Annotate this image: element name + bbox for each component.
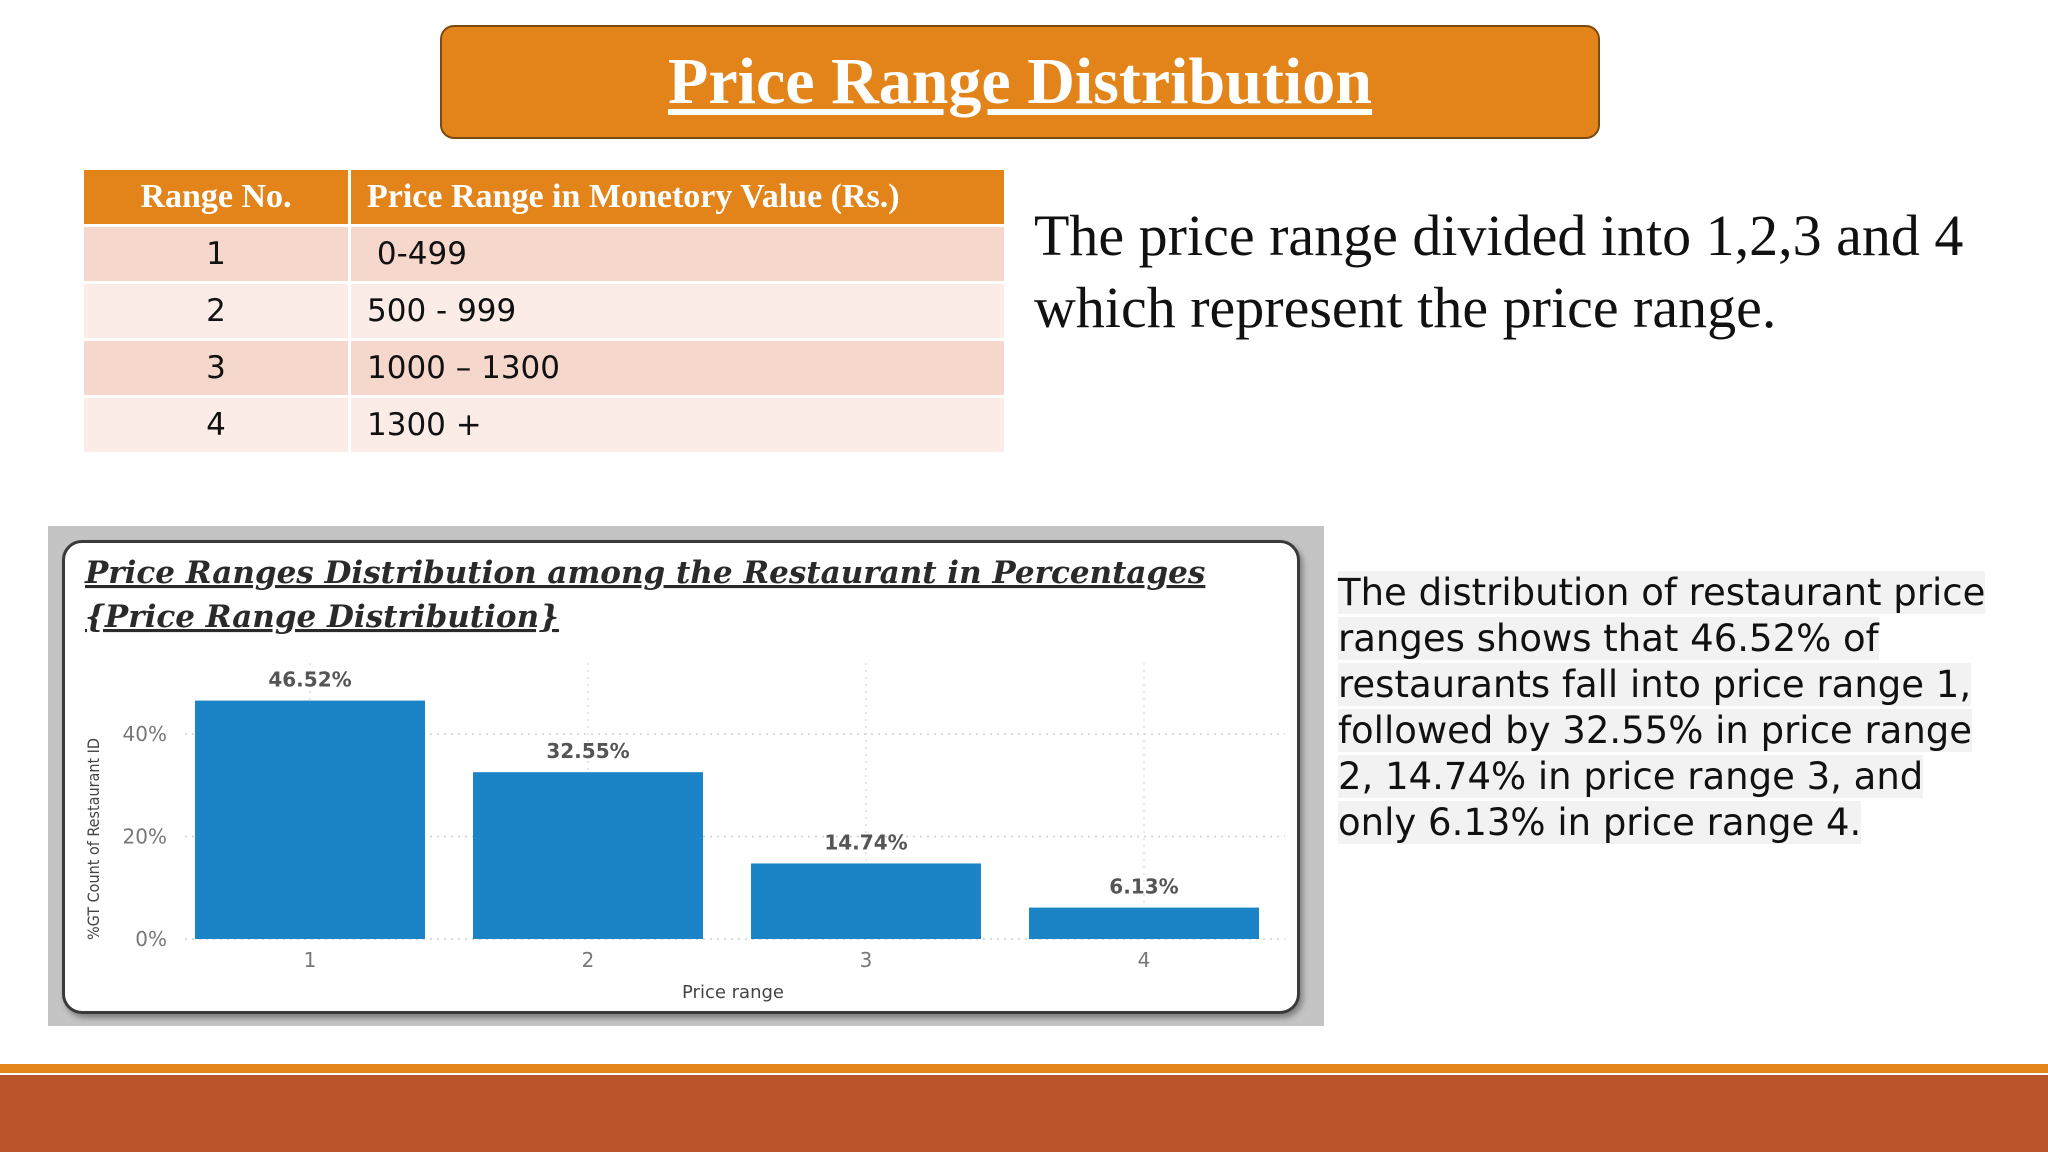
distribution-description-text: The distribution of restaurant price ran… [1338,571,1986,844]
price-range-cell: 1300 + [349,395,1007,452]
x-tick-label: 4 [1138,948,1151,972]
data-label: 6.13% [1109,875,1178,899]
y-tick-label: 0% [135,927,167,951]
x-tick-label: 1 [304,948,317,972]
table-header-row: Range No. Price Range in Monetory Value … [84,170,1007,226]
bar-chart: Price Ranges Distribution among the Rest… [84,555,1285,1003]
range-no-cell: 3 [84,338,351,397]
range-no-cell: 1 [84,224,351,283]
price-range-cell: 0-499 [349,224,1007,283]
title-banner: Price Range Distribution [440,25,1600,139]
x-tick-label: 3 [860,948,873,972]
chart-card: Price Ranges Distribution among the Rest… [62,540,1300,1014]
data-label: 46.52% [268,668,351,692]
price-range-cell: 1000 – 1300 [349,338,1007,397]
table-row: 3 1000 – 1300 [84,338,1007,397]
distribution-description: The distribution of restaurant price ran… [1338,570,1998,846]
price-range-explanation: The price range divided into 1,2,3 and 4… [1034,203,1964,340]
bar-1 [195,700,425,939]
x-axis-label: Price range [682,982,784,1003]
range-no-cell: 2 [84,281,351,340]
page-title: Price Range Distribution [668,45,1372,118]
table-row: 4 1300 + [84,395,1007,452]
chart-title-line1: Price Ranges Distribution among the Rest… [84,555,1205,591]
footer-accent-line [0,1064,2048,1073]
price-range-cell: 500 - 999 [349,281,1007,340]
data-label: 32.55% [546,739,629,763]
table-row: 2 500 - 999 [84,281,1007,340]
bar-2 [473,772,703,939]
y-tick-label: 20% [123,825,167,849]
chart-title-line2: {Price Range Distribution} [85,599,559,635]
header-range-no: Range No. [84,170,351,226]
y-tick-label: 40% [123,722,167,746]
price-range-table: Range No. Price Range in Monetory Value … [84,170,1007,452]
table-row: 1 0-499 [84,224,1007,283]
data-label: 14.74% [824,830,907,854]
header-price-range: Price Range in Monetory Value (Rs.) [349,170,1007,226]
x-tick-label: 2 [582,948,595,972]
y-axis-label: %GT Count of Restaurant ID [84,738,103,940]
bar-3 [751,863,981,939]
bar-4 [1029,907,1259,939]
footer-bar [0,1075,2048,1152]
range-no-cell: 4 [84,395,351,452]
